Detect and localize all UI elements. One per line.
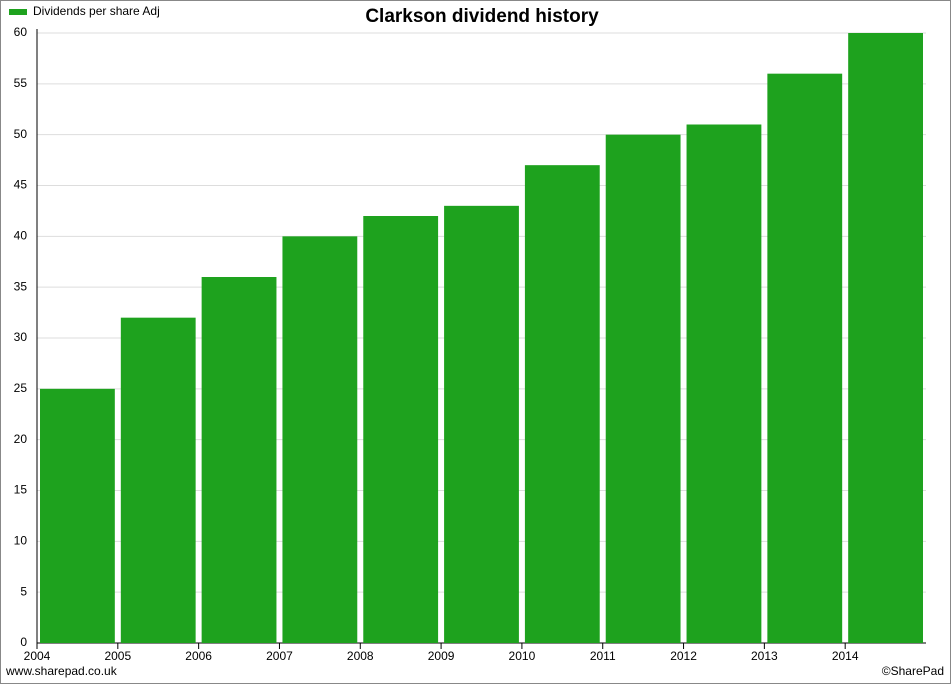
legend-swatch [9,9,27,15]
y-tick-label: 20 [14,432,28,446]
y-tick-label: 5 [20,584,27,598]
x-tick-label: 2005 [104,649,131,663]
x-tick-label: 2009 [428,649,455,663]
y-tick-label: 15 [14,483,28,497]
bar [524,165,600,643]
bar [444,205,519,644]
y-tick-label: 30 [14,330,28,344]
x-tick-label: 2004 [24,649,51,663]
bar [686,124,762,643]
y-tick-label: 35 [14,279,28,293]
y-tick-label: 50 [14,127,28,141]
bar [363,216,439,643]
x-tick-label: 2014 [832,649,859,663]
x-tick-label: 2011 [590,649,616,663]
y-tick-label: 45 [14,178,28,192]
chart-title: Clarkson dividend history [365,6,599,27]
y-tick-label: 60 [14,25,28,39]
y-tick-label: 0 [20,635,27,649]
x-tick-label: 2012 [670,649,697,663]
bar [120,317,196,643]
legend-label: Dividends per share Adj [33,4,160,18]
bar [605,134,681,643]
x-tick-label: 2006 [185,649,212,663]
credit: ©SharePad [882,664,944,678]
y-tick-label: 55 [14,76,28,90]
y-tick-label: 40 [14,229,28,243]
x-tick-label: 2010 [509,649,536,663]
bar [40,388,115,643]
bar [201,277,277,643]
x-tick-label: 2008 [347,649,374,663]
y-tick-label: 25 [14,381,28,395]
x-tick-label: 2007 [266,649,293,663]
source: www.sharepad.co.uk [5,664,118,678]
bar [767,73,843,643]
y-tick-label: 10 [14,534,28,548]
x-tick-label: 2013 [751,649,778,663]
bar [848,33,923,643]
bar [282,236,358,644]
